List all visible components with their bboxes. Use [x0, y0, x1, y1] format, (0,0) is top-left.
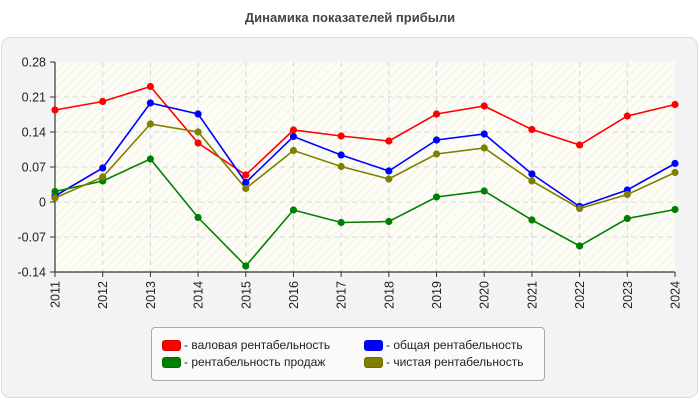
legend-label: - рентабельность продаж: [184, 355, 326, 369]
data-point[interactable]: [528, 170, 536, 178]
legend-item-sales-margin: - рентабельность продаж: [162, 355, 325, 369]
x-tick-label: 2014: [192, 281, 206, 309]
data-point[interactable]: [576, 141, 584, 149]
y-tick-label: 0.21: [22, 91, 46, 105]
data-point[interactable]: [385, 137, 393, 145]
legend-swatch-red: [162, 339, 181, 351]
legend-label: - общая рентабельность: [386, 338, 523, 352]
data-point[interactable]: [432, 150, 441, 158]
x-tick-label: 2018: [382, 281, 396, 309]
data-point[interactable]: [242, 171, 250, 179]
legend-item-net-margin: - чистая рентабельность: [364, 355, 523, 369]
data-point[interactable]: [51, 194, 59, 202]
data-point[interactable]: [337, 151, 345, 159]
data-point[interactable]: [480, 187, 488, 195]
data-point[interactable]: [51, 187, 59, 196]
data-point[interactable]: [528, 177, 536, 185]
series-line: [54, 158, 676, 268]
x-tick-label: 2024: [669, 281, 683, 309]
data-point[interactable]: [528, 125, 536, 134]
data-point[interactable]: [289, 132, 298, 141]
data-point[interactable]: [432, 193, 441, 201]
x-tick-label: 2015: [239, 281, 253, 309]
data-point[interactable]: [480, 102, 488, 110]
data-point[interactable]: [671, 159, 679, 168]
y-tick-label: -0.14: [18, 266, 47, 280]
data-point[interactable]: [385, 217, 393, 226]
data-point[interactable]: [576, 242, 584, 250]
legend-swatch-blue: [364, 339, 383, 351]
data-point[interactable]: [480, 144, 488, 152]
data-point[interactable]: [146, 120, 154, 128]
y-tick-label: 0.28: [22, 56, 46, 70]
data-point[interactable]: [623, 214, 631, 223]
data-point[interactable]: [289, 206, 298, 214]
y-tick-label: 0.14: [22, 126, 46, 140]
x-tick-label: 2012: [96, 281, 110, 309]
data-point[interactable]: [337, 218, 345, 227]
series-lines: [51, 82, 679, 270]
y-tick-label: 0: [39, 196, 46, 210]
data-point[interactable]: [671, 168, 679, 177]
data-point[interactable]: [194, 110, 202, 118]
data-point[interactable]: [146, 99, 154, 107]
data-point[interactable]: [623, 190, 631, 199]
data-point[interactable]: [242, 184, 250, 193]
data-point[interactable]: [671, 100, 679, 109]
x-tick-label: 2019: [430, 281, 444, 309]
x-tick-label: 2016: [287, 281, 301, 309]
x-tick-label: 2020: [478, 281, 492, 309]
x-tick-label: 2021: [525, 281, 539, 309]
legend-label: - валовая рентабельность: [184, 338, 331, 352]
series-line: [54, 123, 676, 210]
legend-swatch-green: [162, 356, 181, 368]
data-point[interactable]: [289, 146, 298, 155]
x-tick-label: 2013: [144, 281, 158, 309]
data-point[interactable]: [432, 110, 441, 118]
data-point[interactable]: [194, 139, 202, 147]
legend-swatch-olive: [364, 356, 383, 368]
y-tick-label: -0.07: [18, 231, 47, 245]
data-point[interactable]: [146, 82, 154, 91]
series-line: [54, 102, 676, 208]
y-tick-label: 0.07: [22, 161, 46, 175]
data-point[interactable]: [671, 205, 679, 214]
x-tick-label: 2011: [49, 281, 63, 308]
data-point[interactable]: [576, 204, 584, 213]
data-point[interactable]: [242, 262, 250, 270]
data-point[interactable]: [194, 128, 202, 136]
data-point[interactable]: [337, 162, 345, 171]
data-point[interactable]: [337, 132, 345, 140]
x-tick-label: 2022: [573, 281, 587, 309]
data-point[interactable]: [623, 112, 631, 120]
data-point[interactable]: [99, 97, 107, 106]
data-point[interactable]: [242, 178, 250, 187]
data-point[interactable]: [480, 130, 488, 138]
data-point[interactable]: [99, 173, 107, 181]
data-point[interactable]: [385, 167, 393, 175]
chart-title: Динамика показателей прибыли: [244, 10, 456, 25]
data-point[interactable]: [289, 126, 298, 134]
data-point[interactable]: [194, 213, 202, 222]
legend: - валовая рентабельность - общая рентабе…: [151, 327, 545, 381]
data-point[interactable]: [528, 216, 536, 224]
data-point[interactable]: [99, 164, 107, 172]
legend-item-gross-margin: - валовая рентабельность: [162, 338, 330, 352]
data-point[interactable]: [385, 175, 393, 183]
data-point[interactable]: [51, 106, 59, 114]
data-point[interactable]: [432, 136, 441, 144]
legend-label: - чистая рентабельность: [386, 355, 524, 369]
legend-item-total-margin: - общая рентабельность: [364, 338, 523, 352]
x-tick-label: 2017: [335, 281, 349, 309]
x-tick-label: 2023: [621, 281, 635, 309]
series-line: [54, 85, 676, 177]
data-point[interactable]: [146, 155, 154, 163]
